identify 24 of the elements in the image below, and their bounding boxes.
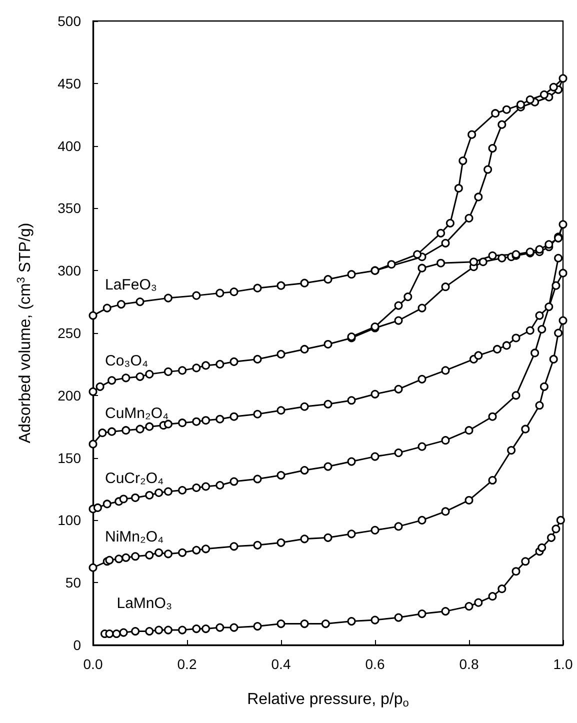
y-tick-label: 350 xyxy=(58,200,82,216)
x-tick-label: 0.0 xyxy=(83,656,103,672)
series-label: LaMnO₃ xyxy=(116,594,172,612)
x-tick-label: 1.0 xyxy=(553,656,573,672)
y-tick-label: 400 xyxy=(58,138,82,154)
x-tick-label: 0.4 xyxy=(271,656,291,672)
y-tick-label: 250 xyxy=(58,325,82,341)
y-tick-label: 300 xyxy=(58,262,82,279)
y-tick-label: 150 xyxy=(58,450,82,466)
series-label: CuMn₂O₄ xyxy=(105,405,169,422)
x-tick-label: 0.2 xyxy=(177,656,197,672)
y-tick-label: 450 xyxy=(58,75,82,92)
x-tick-label: 0.8 xyxy=(459,656,479,672)
y-tick-label: 100 xyxy=(58,512,82,528)
series-label: Co₃O₄ xyxy=(105,352,148,370)
series-label: LaFeO₃ xyxy=(105,276,157,294)
series-label: CuCr₂O₄ xyxy=(105,470,164,487)
x-tick-label: 0.6 xyxy=(365,656,385,672)
y-tick-label: 0 xyxy=(73,637,82,653)
y-axis-title: Adsorbed volume, (cm3 STP/g) xyxy=(16,222,34,444)
series-label: NiMn₂O₄ xyxy=(105,528,164,546)
y-tick-label: 500 xyxy=(58,13,82,29)
y-tick-label: 50 xyxy=(65,574,82,591)
y-tick-label: 200 xyxy=(58,387,82,404)
